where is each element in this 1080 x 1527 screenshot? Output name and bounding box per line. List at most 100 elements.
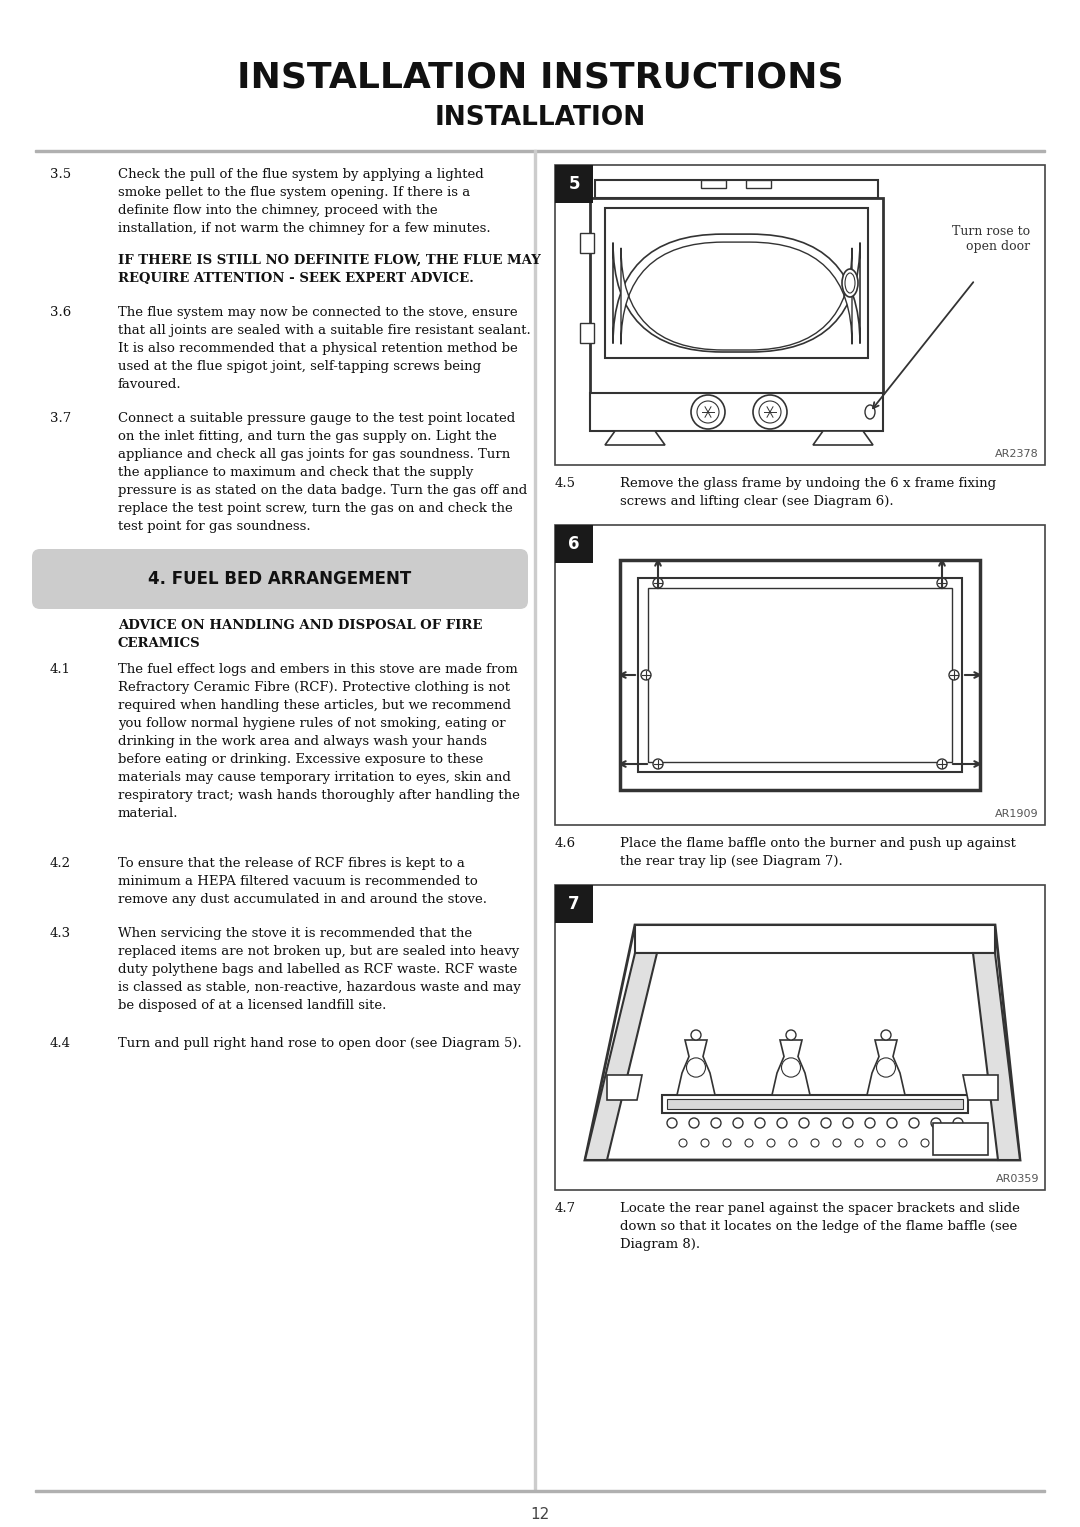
Polygon shape bbox=[963, 1075, 998, 1099]
Text: 4.4: 4.4 bbox=[50, 1037, 71, 1051]
Circle shape bbox=[733, 1118, 743, 1128]
Text: 3.5: 3.5 bbox=[50, 168, 71, 182]
Circle shape bbox=[833, 1139, 841, 1147]
Bar bbox=[555, 525, 1045, 825]
Circle shape bbox=[755, 1118, 765, 1128]
Text: 5: 5 bbox=[568, 176, 580, 192]
Text: The flue system may now be connected to the stove, ensure
that all joints are se: The flue system may now be connected to … bbox=[118, 305, 530, 391]
Text: IF THERE IS STILL NO DEFINITE FLOW, THE FLUE MAY
REQUIRE ATTENTION - SEEK EXPERT: IF THERE IS STILL NO DEFINITE FLOW, THE … bbox=[118, 253, 541, 286]
Bar bbox=[638, 579, 962, 773]
Bar bbox=[620, 560, 980, 789]
Bar bbox=[605, 208, 868, 357]
FancyBboxPatch shape bbox=[32, 550, 528, 609]
FancyBboxPatch shape bbox=[613, 234, 860, 353]
Text: 4. FUEL BED ARRANGEMENT: 4. FUEL BED ARRANGEMENT bbox=[148, 570, 411, 588]
Text: When servicing the stove it is recommended that the
replaced items are not broke: When servicing the stove it is recommend… bbox=[118, 927, 521, 1012]
Circle shape bbox=[689, 1118, 699, 1128]
Text: 3.7: 3.7 bbox=[50, 412, 71, 425]
Text: The fuel effect logs and embers in this stove are made from
Refractory Ceramic F: The fuel effect logs and embers in this … bbox=[118, 663, 519, 820]
Text: Locate the rear panel against the spacer brackets and slide
down so that it loca: Locate the rear panel against the spacer… bbox=[620, 1202, 1020, 1251]
Text: INSTALLATION INSTRUCTIONS: INSTALLATION INSTRUCTIONS bbox=[237, 60, 843, 95]
Text: 4.3: 4.3 bbox=[50, 927, 71, 941]
Polygon shape bbox=[867, 1040, 905, 1095]
Polygon shape bbox=[607, 1075, 642, 1099]
Polygon shape bbox=[813, 431, 873, 444]
Bar bbox=[662, 1095, 968, 1113]
Bar bbox=[701, 180, 726, 188]
Text: ADVICE ON HANDLING AND DISPOSAL OF FIRE
CERAMICS: ADVICE ON HANDLING AND DISPOSAL OF FIRE … bbox=[118, 618, 483, 651]
Circle shape bbox=[789, 1139, 797, 1147]
Text: 4.5: 4.5 bbox=[555, 476, 576, 490]
Circle shape bbox=[697, 402, 719, 423]
Circle shape bbox=[881, 1031, 891, 1040]
Circle shape bbox=[949, 670, 959, 680]
Text: Place the flame baffle onto the burner and push up against
the rear tray lip (se: Place the flame baffle onto the burner a… bbox=[620, 837, 1016, 867]
Bar bbox=[555, 165, 593, 203]
Ellipse shape bbox=[782, 1058, 800, 1077]
Ellipse shape bbox=[877, 1058, 895, 1077]
Circle shape bbox=[855, 1139, 863, 1147]
Text: 4.1: 4.1 bbox=[50, 663, 71, 676]
Circle shape bbox=[701, 1139, 708, 1147]
Ellipse shape bbox=[842, 269, 858, 296]
Polygon shape bbox=[677, 1040, 715, 1095]
Circle shape bbox=[799, 1118, 809, 1128]
Circle shape bbox=[811, 1139, 819, 1147]
Circle shape bbox=[711, 1118, 721, 1128]
Bar bbox=[590, 392, 883, 431]
Text: Check the pull of the flue system by applying a lighted
smoke pellet to the flue: Check the pull of the flue system by app… bbox=[118, 168, 490, 235]
Circle shape bbox=[745, 1139, 753, 1147]
Circle shape bbox=[921, 1139, 929, 1147]
Text: INSTALLATION: INSTALLATION bbox=[434, 105, 646, 131]
Text: AR1909: AR1909 bbox=[996, 809, 1039, 818]
Circle shape bbox=[931, 1118, 941, 1128]
Circle shape bbox=[943, 1139, 951, 1147]
Circle shape bbox=[865, 1118, 875, 1128]
Text: 4.7: 4.7 bbox=[555, 1202, 576, 1215]
Text: AR0359: AR0359 bbox=[996, 1174, 1039, 1183]
Bar bbox=[580, 324, 594, 344]
Text: 12: 12 bbox=[530, 1507, 550, 1522]
Circle shape bbox=[909, 1118, 919, 1128]
Bar bbox=[534, 150, 536, 1490]
Text: 3.6: 3.6 bbox=[50, 305, 71, 319]
Bar bbox=[555, 525, 593, 563]
Text: 6: 6 bbox=[568, 534, 580, 553]
Bar bbox=[648, 588, 951, 762]
Bar bbox=[555, 886, 1045, 1190]
Text: To ensure that the release of RCF fibres is kept to a
minimum a HEPA filtered va: To ensure that the release of RCF fibres… bbox=[118, 857, 487, 906]
Text: Remove the glass frame by undoing the 6 x frame fixing
screws and lifting clear : Remove the glass frame by undoing the 6 … bbox=[620, 476, 996, 508]
Bar bbox=[595, 180, 878, 199]
Text: AR2378: AR2378 bbox=[996, 449, 1039, 460]
Ellipse shape bbox=[845, 273, 855, 293]
Bar bbox=[555, 165, 1045, 466]
Circle shape bbox=[653, 579, 663, 588]
Circle shape bbox=[786, 1031, 796, 1040]
Polygon shape bbox=[585, 925, 1020, 1161]
Bar bbox=[667, 1099, 963, 1109]
Text: 4.2: 4.2 bbox=[50, 857, 71, 870]
Circle shape bbox=[653, 759, 663, 770]
Polygon shape bbox=[973, 953, 1020, 1161]
Ellipse shape bbox=[687, 1058, 705, 1077]
Bar bbox=[555, 886, 593, 922]
Circle shape bbox=[691, 1031, 701, 1040]
FancyBboxPatch shape bbox=[621, 243, 852, 350]
Circle shape bbox=[937, 579, 947, 588]
Circle shape bbox=[667, 1118, 677, 1128]
Circle shape bbox=[777, 1118, 787, 1128]
Circle shape bbox=[937, 759, 947, 770]
Polygon shape bbox=[605, 431, 665, 444]
Text: Connect a suitable pressure gauge to the test point located
on the inlet fitting: Connect a suitable pressure gauge to the… bbox=[118, 412, 527, 533]
Bar bbox=[635, 925, 995, 953]
Text: 7: 7 bbox=[568, 895, 580, 913]
Circle shape bbox=[642, 670, 651, 680]
Bar bbox=[580, 234, 594, 253]
Circle shape bbox=[691, 395, 725, 429]
Bar bbox=[933, 1122, 988, 1154]
Text: Turn and pull right hand rose to open door (see Diagram 5).: Turn and pull right hand rose to open do… bbox=[118, 1037, 522, 1051]
Circle shape bbox=[679, 1139, 687, 1147]
Circle shape bbox=[899, 1139, 907, 1147]
Circle shape bbox=[953, 1118, 963, 1128]
Text: Turn rose to
open door: Turn rose to open door bbox=[951, 224, 1030, 253]
